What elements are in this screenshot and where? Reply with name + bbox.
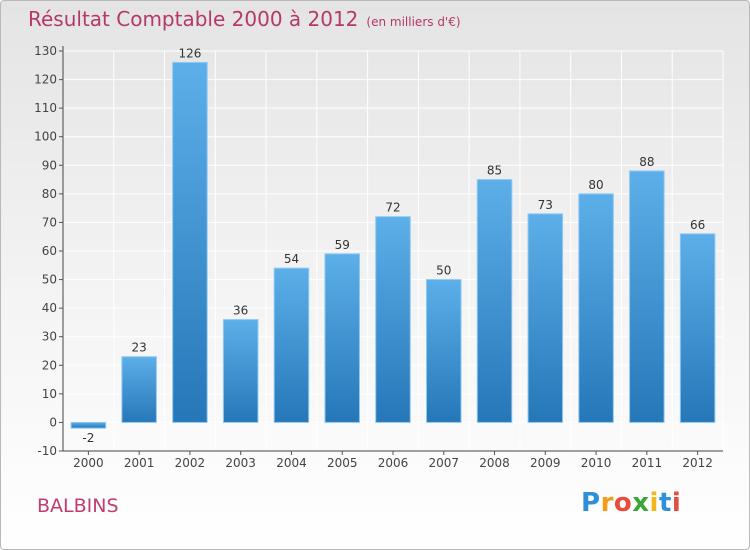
bar bbox=[527, 213, 564, 423]
data-label: -2 bbox=[82, 431, 94, 445]
y-tick-label: 130 bbox=[34, 44, 57, 58]
y-tick-label: 80 bbox=[42, 187, 57, 201]
bar-chart: -2 23 126 36 54 59 72 50 85 73 80 88 66 -10 0 10 20 30 40… bbox=[34, 44, 724, 470]
data-label: 36 bbox=[233, 304, 248, 318]
x-tick-label: 2004 bbox=[276, 456, 307, 470]
chart-subtitle: (en milliers d'€) bbox=[366, 15, 461, 29]
y-tick-label: 50 bbox=[42, 273, 57, 287]
bars bbox=[70, 61, 716, 429]
logo-letter: i bbox=[649, 488, 659, 518]
data-label: 73 bbox=[538, 198, 553, 212]
y-tick-label: 40 bbox=[42, 301, 57, 315]
proxiti-logo: Proxiti bbox=[581, 488, 681, 518]
bar bbox=[629, 170, 665, 423]
x-tick-label: 2000 bbox=[73, 456, 104, 470]
value-labels: -2 23 126 36 54 59 72 50 85 73 80 88 66 bbox=[82, 46, 705, 445]
bar bbox=[121, 356, 157, 423]
y-tick-label: 120 bbox=[34, 73, 57, 87]
y-tick-label: 0 bbox=[49, 415, 57, 429]
bar bbox=[578, 193, 614, 423]
data-label: 66 bbox=[690, 218, 705, 232]
data-label: 88 bbox=[639, 155, 654, 169]
x-tick-label: 2012 bbox=[682, 456, 713, 470]
x-tick-label: 2001 bbox=[124, 456, 155, 470]
y-tick-label: 90 bbox=[42, 158, 57, 172]
data-label: 59 bbox=[335, 238, 350, 252]
x-tick-label: 2009 bbox=[530, 456, 561, 470]
bar bbox=[70, 421, 107, 429]
chart-title-block: Résultat Comptable 2000 à 2012 (en millie… bbox=[28, 7, 461, 31]
x-tick-label: 2002 bbox=[175, 456, 206, 470]
x-tick-label: 2008 bbox=[479, 456, 510, 470]
logo-letter: i bbox=[671, 488, 682, 518]
x-tick-label: 2011 bbox=[632, 456, 663, 470]
x-tick-label: 2005 bbox=[327, 456, 358, 470]
bar bbox=[273, 267, 310, 423]
y-tick-label: 30 bbox=[42, 330, 57, 344]
y-tick-label: -10 bbox=[37, 444, 57, 458]
logo-letter: x bbox=[632, 488, 650, 518]
logo-letter: r bbox=[600, 488, 614, 518]
bar bbox=[172, 61, 208, 423]
bar bbox=[324, 253, 360, 423]
y-tick-label: 70 bbox=[42, 215, 57, 229]
logo-letter: P bbox=[581, 488, 601, 518]
x-tick-label: 2010 bbox=[581, 456, 612, 470]
tick-labels: -10 0 10 20 30 40 50 60 70 80 90 100 110 120 130 2000 20… bbox=[34, 44, 713, 470]
bar bbox=[476, 179, 513, 423]
y-tick-label: 20 bbox=[42, 358, 57, 372]
y-tick-label: 110 bbox=[34, 101, 57, 115]
x-tick-label: 2003 bbox=[225, 456, 256, 470]
bar bbox=[375, 216, 411, 423]
x-tick-label: 2007 bbox=[428, 456, 459, 470]
y-tick-label: 100 bbox=[34, 130, 57, 144]
bar bbox=[426, 279, 462, 423]
chart-title: Résultat Comptable 2000 à 2012 bbox=[28, 7, 359, 31]
data-label: 50 bbox=[436, 264, 451, 278]
y-tick-label: 10 bbox=[42, 387, 57, 401]
logo-letter: t bbox=[658, 488, 672, 518]
data-label: 80 bbox=[588, 178, 603, 192]
data-label: 23 bbox=[132, 341, 147, 355]
data-label: 126 bbox=[178, 46, 201, 60]
logo-letter: o bbox=[613, 488, 633, 518]
data-label: 54 bbox=[284, 252, 299, 266]
axes bbox=[59, 46, 723, 455]
y-tick-label: 60 bbox=[42, 244, 57, 258]
bar bbox=[222, 319, 259, 423]
place-name: BALBINS bbox=[37, 495, 119, 517]
x-tick-label: 2006 bbox=[378, 456, 409, 470]
data-label: 72 bbox=[385, 201, 400, 215]
data-label: 85 bbox=[487, 164, 502, 178]
bar bbox=[679, 233, 716, 423]
